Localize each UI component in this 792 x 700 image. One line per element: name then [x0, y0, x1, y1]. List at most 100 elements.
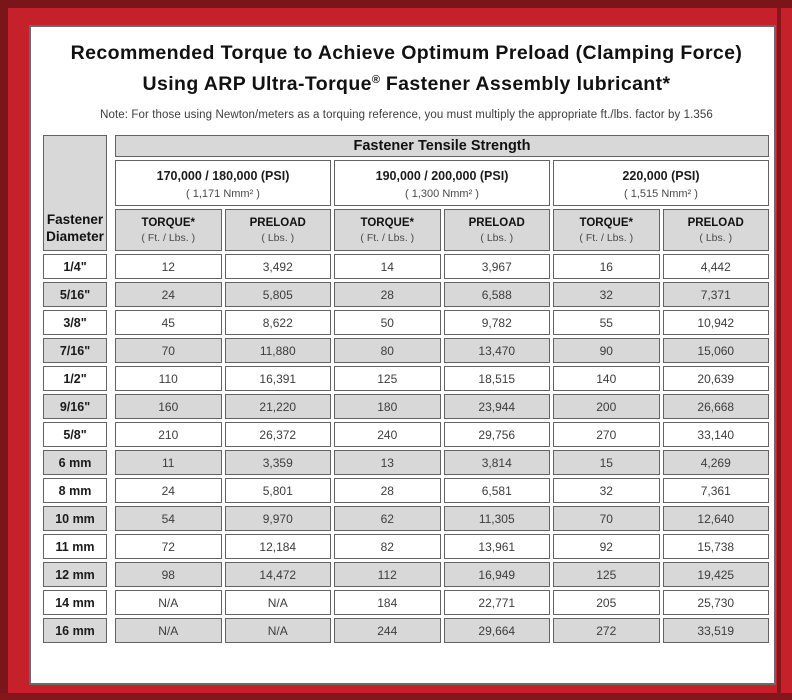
column-spacer — [110, 310, 112, 335]
preload-value: 26,372 — [224, 422, 331, 447]
preload-value: 25,730 — [662, 590, 769, 615]
torque-value: 160 — [115, 394, 222, 419]
torque-value: 24 — [115, 478, 222, 503]
column-spacer — [110, 450, 112, 475]
preload-value: 3,359 — [224, 450, 331, 475]
psi-group-1: 170,000 / 180,000 (PSI) ( 1,171 Nmm² ) — [115, 160, 331, 206]
preload-value: 6,581 — [443, 478, 550, 503]
fastener-diameter-cell: 5/16" — [43, 282, 107, 307]
preload-value: 13,961 — [443, 534, 550, 559]
torque-value: 24 — [115, 282, 222, 307]
fastener-diameter-cell: 6 mm — [43, 450, 107, 475]
preload-value: 16,391 — [224, 366, 331, 391]
preload-value: 7,361 — [662, 478, 769, 503]
column-spacer — [110, 618, 112, 643]
torque-value: 28 — [334, 282, 441, 307]
preload-value: 3,492 — [224, 254, 331, 279]
column-header-row: TORQUE* ( Ft. / Lbs. ) PRELOAD ( Lbs. ) … — [43, 209, 769, 251]
table-row: 5/8" 210 26,372 240 29,756 270 33,140 — [43, 422, 769, 447]
preload-value: 5,805 — [224, 282, 331, 307]
psi-group-3: 220,000 (PSI) ( 1,515 Nmm² ) — [553, 160, 769, 206]
torque-value: 180 — [334, 394, 441, 419]
preload-value: 9,782 — [443, 310, 550, 335]
column-spacer — [110, 254, 112, 279]
torque-preload-table: Fastener Diameter Fastener Tensile Stren… — [40, 132, 772, 646]
torque-value: 200 — [553, 394, 660, 419]
registered-trademark-symbol: ® — [371, 74, 381, 86]
preload-value: 29,664 — [443, 618, 550, 643]
preload-value: 12,640 — [662, 506, 769, 531]
torque-value: 70 — [553, 506, 660, 531]
torque-value: N/A — [115, 590, 222, 615]
torque-value: 110 — [115, 366, 222, 391]
torque-value: 11 — [115, 450, 222, 475]
preload-value: 3,814 — [443, 450, 550, 475]
preload-value: 21,220 — [224, 394, 331, 419]
torque-column-header-3: TORQUE* ( Ft. / Lbs. ) — [553, 209, 660, 251]
preload-column-header-1: PRELOAD ( Lbs. ) — [224, 209, 331, 251]
torque-value: 80 — [334, 338, 441, 363]
torque-value: 70 — [115, 338, 222, 363]
torque-value: 28 — [334, 478, 441, 503]
torque-value: 45 — [115, 310, 222, 335]
column-spacer — [110, 422, 112, 447]
torque-value: 205 — [553, 590, 660, 615]
torque-value: 90 — [553, 338, 660, 363]
preload-value: 9,970 — [224, 506, 331, 531]
torque-value: 13 — [334, 450, 441, 475]
column-spacer — [110, 366, 112, 391]
column-spacer — [110, 590, 112, 615]
preload-value: 6,588 — [443, 282, 550, 307]
preload-value: N/A — [224, 618, 331, 643]
tensile-strength-band-row: Fastener Diameter Fastener Tensile Stren… — [43, 135, 769, 251]
psi-group-2-nmm: ( 1,300 Nmm² ) — [405, 187, 479, 200]
fastener-diameter-header-line1: Fastener — [46, 212, 104, 227]
preload-column-header-2: PRELOAD ( Lbs. ) — [443, 209, 550, 251]
preload-value: 33,140 — [662, 422, 769, 447]
torque-value: 72 — [115, 534, 222, 559]
fastener-diameter-cell: 7/16" — [43, 338, 107, 363]
table-row: 1/4" 12 3,492 14 3,967 16 4,442 — [43, 254, 769, 279]
fastener-diameter-cell: 10 mm — [43, 506, 107, 531]
torque-value: 32 — [553, 478, 660, 503]
column-spacer — [110, 135, 112, 251]
frame-maroon-left — [0, 0, 8, 700]
table-row: 10 mm 54 9,970 62 11,305 70 12,640 — [43, 506, 769, 531]
preload-value: 5,801 — [224, 478, 331, 503]
preload-value: 33,519 — [662, 618, 769, 643]
title-line-1: Recommended Torque to Achieve Optimum Pr… — [70, 42, 743, 64]
torque-value: 112 — [334, 562, 441, 587]
preload-value: 29,756 — [443, 422, 550, 447]
content-panel: Recommended Torque to Achieve Optimum Pr… — [29, 25, 776, 685]
torque-value: 244 — [334, 618, 441, 643]
preload-value: 23,944 — [443, 394, 550, 419]
page-title: Recommended Torque to Achieve Optimum Pr… — [39, 40, 774, 98]
table-body: 1/4" 12 3,492 14 3,967 16 4,442 5/16" 24 5,805 28 6… — [43, 254, 769, 643]
table-row: 11 mm 72 12,184 82 13,961 92 15,738 — [43, 534, 769, 559]
torque-value: 62 — [334, 506, 441, 531]
torque-value: 55 — [553, 310, 660, 335]
table-row: 3/8" 45 8,622 50 9,782 55 10,942 — [43, 310, 769, 335]
torque-value: 54 — [115, 506, 222, 531]
table-row: 16 mm N/A N/A 244 29,664 272 33,519 — [43, 618, 769, 643]
torque-value: 92 — [553, 534, 660, 559]
preload-value: 3,967 — [443, 254, 550, 279]
torque-value: 210 — [115, 422, 222, 447]
preload-value: 15,060 — [662, 338, 769, 363]
fastener-diameter-cell: 12 mm — [43, 562, 107, 587]
column-spacer — [110, 478, 112, 503]
preload-value: 4,442 — [662, 254, 769, 279]
torque-value: 272 — [553, 618, 660, 643]
table-row: 5/16" 24 5,805 28 6,588 32 7,371 — [43, 282, 769, 307]
table-row: 6 mm 11 3,359 13 3,814 15 4,269 — [43, 450, 769, 475]
column-spacer — [110, 338, 112, 363]
torque-column-header-1: TORQUE* ( Ft. / Lbs. ) — [115, 209, 222, 251]
fastener-diameter-cell: 3/8" — [43, 310, 107, 335]
preload-value: 15,738 — [662, 534, 769, 559]
table-row: 9/16" 160 21,220 180 23,944 200 26,668 — [43, 394, 769, 419]
preload-value: 14,472 — [224, 562, 331, 587]
preload-value: 8,622 — [224, 310, 331, 335]
preload-value: 22,771 — [443, 590, 550, 615]
psi-group-1-nmm: ( 1,171 Nmm² ) — [186, 187, 260, 200]
fastener-diameter-cell: 14 mm — [43, 590, 107, 615]
